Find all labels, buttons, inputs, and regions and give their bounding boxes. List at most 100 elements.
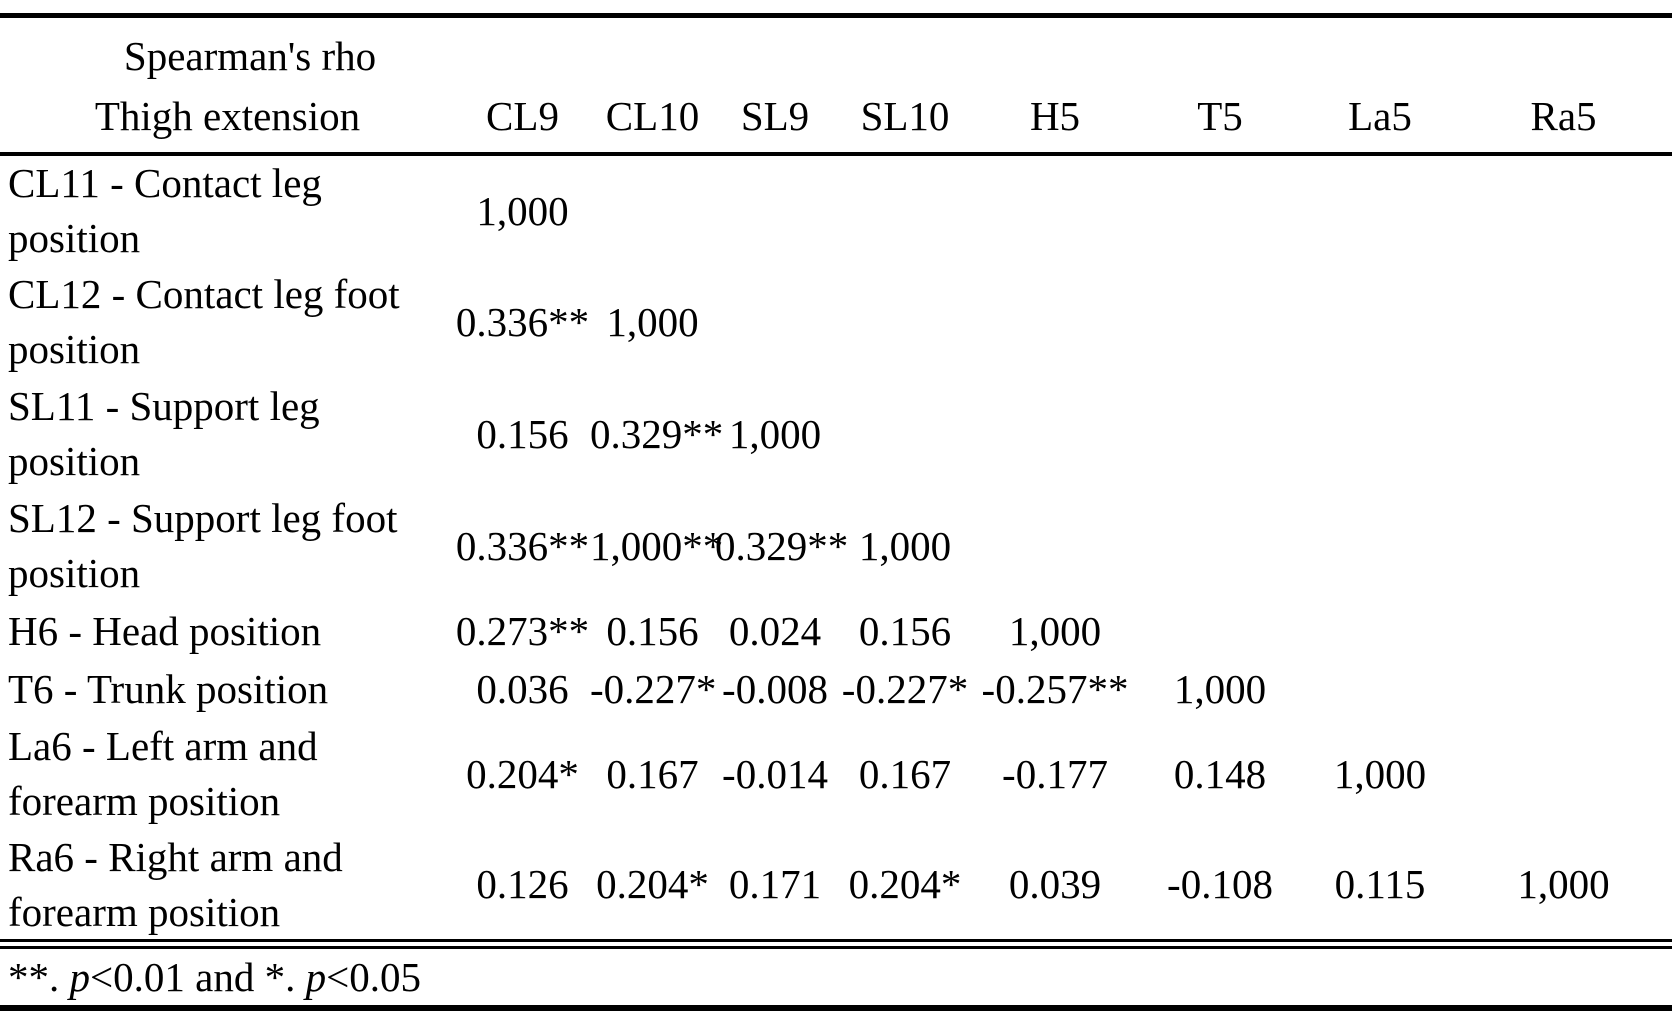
cell	[590, 154, 715, 266]
cell: 0.329**	[590, 410, 724, 457]
cell	[1455, 154, 1672, 266]
row-label: La6 - Left arm and forearm position	[8, 723, 318, 824]
cell: -0.014	[722, 750, 828, 797]
correlation-table: Spearman's rho Thigh extension CL9 CL10 …	[0, 13, 1672, 1011]
column-header-sl10: SL10	[860, 93, 950, 140]
cell: 1,000	[1517, 861, 1610, 908]
cell	[975, 378, 1135, 490]
cell	[1135, 602, 1305, 660]
footnote: **. p<0.01 and *. p<0.05	[0, 944, 1672, 1011]
row-label: T6 - Trunk position	[8, 665, 329, 712]
row-label: CL12 - Contact leg foot position	[8, 271, 400, 372]
row-label: SL12 - Support leg foot position	[8, 495, 398, 596]
table-row: SL12 - Support leg foot position 0.336**…	[0, 490, 1672, 602]
cell	[1305, 660, 1455, 718]
table-row: Ra6 - Right arm and forearm position 0.1…	[0, 830, 1672, 944]
cell: 0.273**	[455, 607, 590, 654]
cell: 0.126	[476, 861, 569, 908]
cell	[1455, 378, 1672, 490]
cell	[1305, 378, 1455, 490]
column-header-sl9: SL9	[740, 93, 810, 140]
cell	[715, 266, 835, 378]
cell: 0.115	[1334, 861, 1426, 908]
cell: 0.156	[476, 410, 569, 457]
cell	[1135, 378, 1305, 490]
footnote-stars-1: **.	[8, 953, 70, 1000]
cell	[1455, 266, 1672, 378]
cell	[835, 154, 975, 266]
footnote-p-1: p	[69, 953, 91, 1000]
column-header-h5: H5	[1029, 93, 1081, 140]
cell	[835, 266, 975, 378]
cell	[1305, 266, 1455, 378]
table-title: Spearman's rho	[123, 33, 377, 80]
cell	[1305, 602, 1455, 660]
cell	[975, 490, 1135, 602]
cell: -0.108	[1167, 861, 1273, 908]
row-label: SL11 - Support leg position	[8, 383, 320, 484]
cell	[1135, 154, 1305, 266]
cell: 1,000**	[590, 522, 724, 569]
cell: 0.167	[606, 750, 699, 797]
cell: 0.024	[728, 607, 822, 654]
cell	[1455, 490, 1672, 602]
table-header: Spearman's rho Thigh extension CL9 CL10 …	[0, 16, 1672, 154]
column-header-cl9: CL9	[486, 93, 559, 140]
cell: 1,000	[858, 522, 952, 569]
cell: 0.336**	[455, 298, 590, 345]
column-header-cl10: CL10	[605, 93, 700, 140]
cell: 1,000	[606, 298, 699, 345]
footnote-row: **. p<0.01 and *. p<0.05	[0, 944, 1672, 1011]
cell: -0.227*	[590, 665, 717, 712]
cell	[1455, 718, 1672, 830]
cell: -0.227*	[841, 665, 969, 712]
header-columns-row: Thigh extension CL9 CL10 SL9 SL10 H5 T5 …	[0, 84, 1672, 154]
cell: 0.204*	[848, 861, 962, 908]
table-row: CL11 - Contact leg position 1,000	[0, 154, 1672, 266]
table-footer: **. p<0.01 and *. p<0.05	[0, 944, 1672, 1011]
cell: 0.204*	[466, 750, 579, 797]
column-header-t5: T5	[1197, 93, 1243, 140]
cell: 0.167	[858, 750, 952, 797]
row-label: H6 - Head position	[8, 607, 322, 654]
table-row: La6 - Left arm and forearm position 0.20…	[0, 718, 1672, 830]
cell: -0.257**	[981, 665, 1129, 712]
cell	[715, 154, 835, 266]
table-row: CL12 - Contact leg foot position 0.336**…	[0, 266, 1672, 378]
cell	[975, 154, 1135, 266]
cell: 1,000	[728, 410, 822, 457]
cell: 1,000	[1008, 607, 1102, 654]
cell	[1455, 602, 1672, 660]
column-header-ra5: Ra5	[1530, 93, 1597, 140]
footnote-p-2: p	[305, 953, 327, 1000]
cell	[1135, 266, 1305, 378]
cell	[975, 266, 1135, 378]
cell: 0.148	[1173, 750, 1267, 797]
cell: 0.156	[606, 607, 699, 654]
header-title-row: Spearman's rho	[0, 16, 1672, 85]
column-header-la5: La5	[1348, 93, 1412, 140]
cell: 0.036	[476, 665, 569, 712]
footnote-text-2: <0.05	[326, 953, 421, 1000]
cell	[835, 378, 975, 490]
cell	[1305, 490, 1455, 602]
cell: 0.204*	[596, 861, 709, 908]
table-subtitle: Thigh extension	[94, 93, 361, 140]
footnote-text-1: <0.01 and *.	[90, 953, 306, 1000]
cell: 0.171	[728, 861, 822, 908]
cell	[1455, 660, 1672, 718]
cell: 1,000	[1173, 665, 1267, 712]
row-label: Ra6 - Right arm and forearm position	[8, 834, 343, 935]
table-row: SL11 - Support leg position 0.156 0.329*…	[0, 378, 1672, 490]
cell: -0.177	[1002, 750, 1108, 797]
cell: 0.336**	[455, 522, 590, 569]
table-body: CL11 - Contact leg position 1,000 CL12 -…	[0, 154, 1672, 945]
cell: 0.329**	[715, 522, 849, 569]
cell: 1,000	[476, 187, 569, 234]
table-row: H6 - Head position 0.273** 0.156 0.024 0…	[0, 602, 1672, 660]
table-row: T6 - Trunk position 0.036 -0.227* -0.008…	[0, 660, 1672, 718]
header-spacer	[455, 16, 1672, 85]
cell	[1135, 490, 1305, 602]
cell: 0.039	[1008, 861, 1102, 908]
